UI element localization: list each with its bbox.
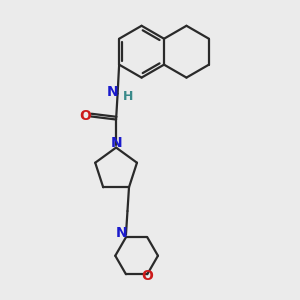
Text: O: O: [141, 269, 153, 283]
Text: O: O: [80, 110, 92, 124]
Text: N: N: [106, 85, 118, 99]
Text: H: H: [123, 90, 134, 103]
Text: N: N: [116, 226, 127, 240]
Text: N: N: [110, 136, 122, 150]
